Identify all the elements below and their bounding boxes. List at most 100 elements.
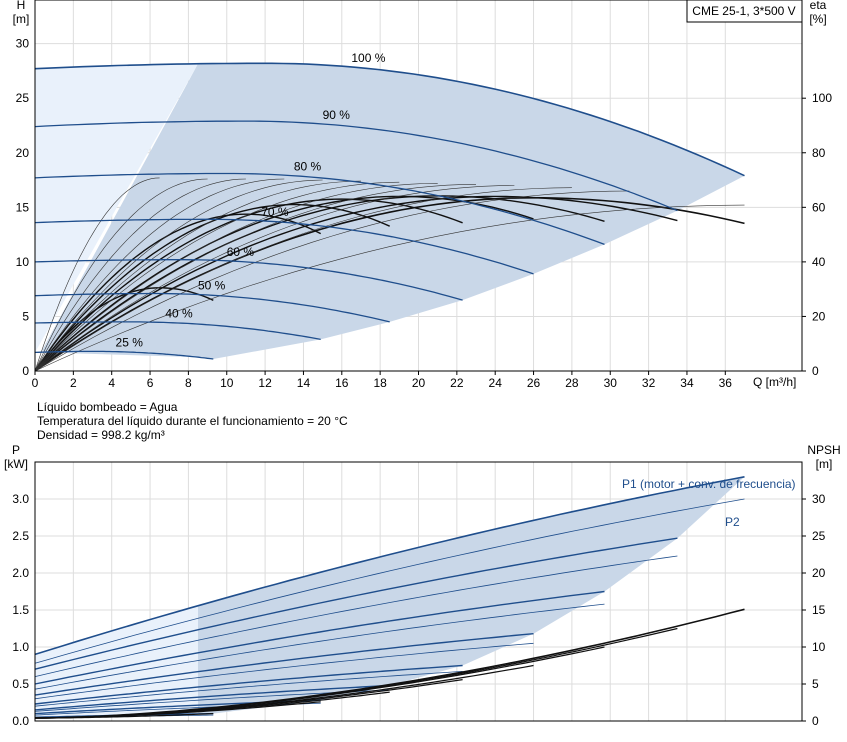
iso-efficiency-line [34,183,438,372]
iso-efficiency-line [34,204,745,372]
y-left-tick-label: 10 [16,255,30,269]
x-tick-label: 8 [185,376,192,390]
iso-efficiency-line [34,190,630,372]
y-right-tick-label: 20 [812,309,826,323]
efficiency-curve [34,195,534,372]
p-tick-label: 0.0 [12,714,29,728]
x-tick-label: 12 [258,376,272,390]
head-curve [34,120,678,212]
head-curve [34,292,390,323]
iso-efficiency-line [34,177,160,372]
p1-curve [34,476,745,656]
efficiency-curve [34,198,463,372]
p1-curves [34,476,745,718]
x-tick-label: 26 [527,376,541,390]
y-left-tick-label: 25 [16,91,30,105]
p2-curve [34,603,605,690]
y-left-label: H [17,0,26,12]
x-tick-label: 14 [297,376,311,390]
y-left-unit: [m] [13,12,30,26]
head-curve [34,62,745,177]
p-tick-label: 1.0 [12,640,29,654]
npsh-tick-label: 20 [812,566,826,580]
iso-efficiency-line [34,178,285,372]
head-curve-label: 90 % [323,108,351,122]
p2-curve [34,642,534,700]
p2-label: P2 [725,515,740,529]
efficiency-curve [34,287,214,372]
head-curve-label: 50 % [198,279,226,293]
head-curve [34,172,605,246]
head-curve-label: 60 % [227,245,255,259]
light-operating-area [35,63,198,353]
y-right-tick-label: 40 [812,255,826,269]
p2-curve [34,498,745,664]
x-tick-labels: 0 2 4 6 8 10 12 14 16 18 20 22 24 26 28 30 32 34 36 [32,376,733,390]
iso-efficiency-line [34,178,208,372]
efficiency-curve [34,203,390,372]
head-curve [34,259,463,301]
p-tick-label: 2.0 [12,566,29,580]
chart-title: CME 25-1, 3*500 V [692,4,795,18]
x-tick-label: 6 [147,376,154,390]
note-density: Densidad = 998.2 kg/m³ [37,428,165,442]
npsh-tick-label: 15 [812,603,826,617]
p-tick-labels: 0.0 0.5 1.0 1.5 2.0 2.5 3.0 [12,492,29,728]
x-tick-label: 30 [604,376,618,390]
efficiency-curve [34,195,605,372]
x-tick-label: 24 [489,376,503,390]
p-tick-label: 2.5 [12,529,29,543]
p-axis-label: P [12,443,20,457]
head-curve-label: 70 % [261,205,289,219]
p-tick-label: 3.0 [12,492,29,506]
x-tick-label: 36 [719,376,733,390]
y-right-unit: [%] [809,12,826,26]
efficiency-curve [34,195,678,372]
y-left-tick-labels: 0 5 10 15 20 25 30 [16,37,30,378]
iso-efficiency-line [34,185,515,372]
x-tick-label: 22 [450,376,464,390]
head-curve-label: 100 % [351,51,385,65]
x-tick-label: 18 [373,376,387,390]
npsh-tick-labels: 0 5 10 15 20 25 30 [812,492,826,728]
npsh-curves [34,608,745,719]
iso-efficiency-line [34,181,400,372]
p2-curve [34,555,678,677]
y-left-tick-label: 15 [16,200,30,214]
p1-curve [34,684,390,711]
p1-curve [34,590,605,685]
y-right-tick-label: 60 [812,200,826,214]
y-right-tick-labels: 0 20 40 60 80 100 [812,91,832,378]
npsh-tick-label: 5 [812,677,819,691]
head-curve [34,321,321,341]
x-tick-label: 4 [108,376,115,390]
npsh-curve [35,713,214,719]
y-right-tick-label: 100 [812,91,832,105]
npsh-tick-label: 25 [812,529,826,543]
y-left-tick-label: 5 [22,309,29,323]
y-right-tick-label: 80 [812,146,826,160]
iso-efficiency-line [34,184,477,372]
npsh-tick-label: 30 [812,492,826,506]
iso-efficiency-line [34,180,362,372]
efficiency-curve [34,197,745,372]
x-axis-label: Q [m³/h] [753,375,796,389]
npsh-axis-label: NPSH [807,443,840,457]
npsh-tick-label: 10 [812,640,826,654]
p-tick-label: 1.5 [12,603,29,617]
head-curve [34,350,214,360]
title-box [686,0,803,23]
head-curve-label: 80 % [294,160,322,174]
head-curves [34,62,745,360]
x-tick-label: 34 [680,376,694,390]
power-npsh-chart: 0.0 0.5 1.0 1.5 2.0 2.5 3.0 0 5 10 15 20 25 30 P [kW… [4,443,841,728]
x-tick-label: 2 [70,376,77,390]
x-tick-label: 32 [642,376,656,390]
y-right-tick-label: 0 [812,364,819,378]
head-curve-labels: 100 % 90 % 80 % 70 % 60 % 50 % 40 % 25 % [116,51,386,350]
p1-curve [34,633,534,696]
note-temperature: Temperatura del líquido durante el funci… [37,414,348,428]
y-left-tick-label: 30 [16,37,30,51]
npsh-axis-unit: [m] [816,457,833,471]
